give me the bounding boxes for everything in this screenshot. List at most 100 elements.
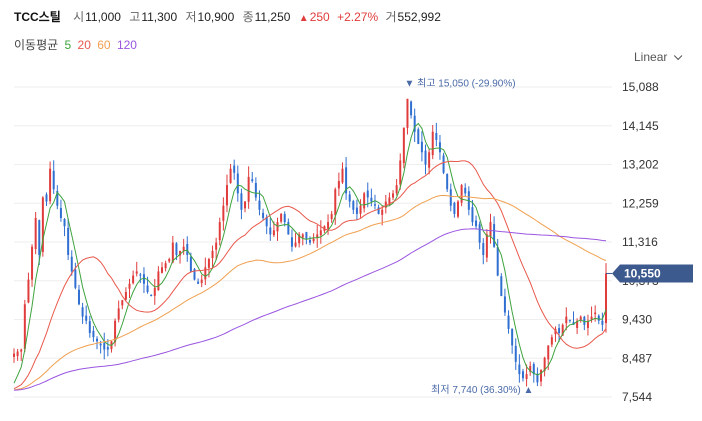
candle-body [521,371,524,379]
candle-body [496,247,499,276]
candle-body [294,242,297,247]
candle-body [150,295,153,297]
candle-body [345,167,348,194]
candle-body [262,212,265,219]
candle-body [121,300,124,306]
candle-body [550,337,553,345]
candle-body [305,232,308,239]
candle-body [446,173,449,190]
candle-body [67,227,70,255]
candle-body [366,190,369,198]
candle-body [579,316,582,321]
candle-body [52,170,55,190]
candle-body [20,349,23,352]
candle-body [161,267,163,273]
ma-period-60: 60 [97,38,111,52]
candle-body [352,201,355,210]
candle-body [388,197,391,205]
up-arrow-icon: ▲ [298,13,309,24]
candle-body [189,256,192,272]
candle-body [482,243,485,255]
candle-body [301,234,304,238]
candle-body [438,142,441,153]
volume-value: 552,992 [397,10,441,24]
candle-body [59,207,62,219]
candle-body [435,133,438,140]
price-tick-label: 11,316 [622,235,658,249]
candle-body [251,179,254,182]
candle-body [518,364,521,375]
candle-body [211,250,214,259]
open-value: 11,000 [85,10,121,24]
close-value: 11,250 [254,10,291,24]
candle-body [132,275,135,284]
candle-body [106,347,109,350]
candle-body [536,373,539,383]
ma-line-120 [13,228,607,391]
candle-body [594,312,597,315]
candle-body [399,160,402,185]
candle-body [218,222,221,241]
candle-body [359,205,362,214]
candle-body [319,230,322,236]
candle-body [41,197,44,252]
candle-body [193,268,196,280]
candle-body [56,190,59,206]
candle-body [88,321,91,334]
candle-body [355,207,358,214]
candle-body [464,187,467,194]
current-price-badge [612,264,693,283]
close-label: 종 [242,10,254,24]
price-tick-label: 15,088 [622,80,659,94]
candle-body [420,141,423,153]
candle-body [348,194,351,202]
current-price-label: 10,550 [624,266,661,280]
candle-body [431,131,434,156]
candle-body [424,150,427,165]
candle-body [478,224,481,243]
candle-body [453,202,456,214]
candle-body [363,193,366,209]
scale-selector-dropdown[interactable]: Linear [634,50,683,64]
candle-body [49,168,52,202]
candle-body [341,168,344,183]
candle-body [392,193,395,198]
candle-body [182,246,185,252]
candle-body [23,304,26,349]
candle-body [103,343,106,350]
moving-average-legend[interactable]: 이동평균 5 20 60 120 [14,36,140,53]
candle-body [207,259,210,268]
candle-body [16,351,19,357]
candle-body [200,279,203,284]
candle-body [13,353,15,357]
low-label: 저 [185,10,197,24]
candle-body [417,129,420,145]
candle-body [590,316,593,320]
candle-body [543,357,546,371]
candle-body [27,279,30,303]
candle-body [558,328,561,334]
candle-body [168,259,171,262]
candle-body [561,324,564,336]
candle-body [272,230,275,236]
candle-body [377,207,380,214]
candle-body [128,283,131,289]
period-high-annotation: ▼ 최고 15,050 (-29.90%) [404,78,515,90]
candle-body [135,271,138,274]
candle-body [298,234,301,244]
candle-body [142,274,145,284]
candle-body [215,242,218,250]
ma-period-20: 20 [77,38,91,52]
candle-body [309,240,311,243]
price-tick-label: 12,259 [622,196,659,210]
candle-body [503,296,506,313]
candle-body [381,209,384,215]
candle-body [197,281,200,284]
candle-body [583,316,586,325]
price-tick-label: 14,145 [622,119,659,133]
ma-period-5: 5 [64,38,72,52]
candle-body [529,365,532,372]
candle-body [327,222,330,229]
ma-period-120: 120 [116,38,137,52]
